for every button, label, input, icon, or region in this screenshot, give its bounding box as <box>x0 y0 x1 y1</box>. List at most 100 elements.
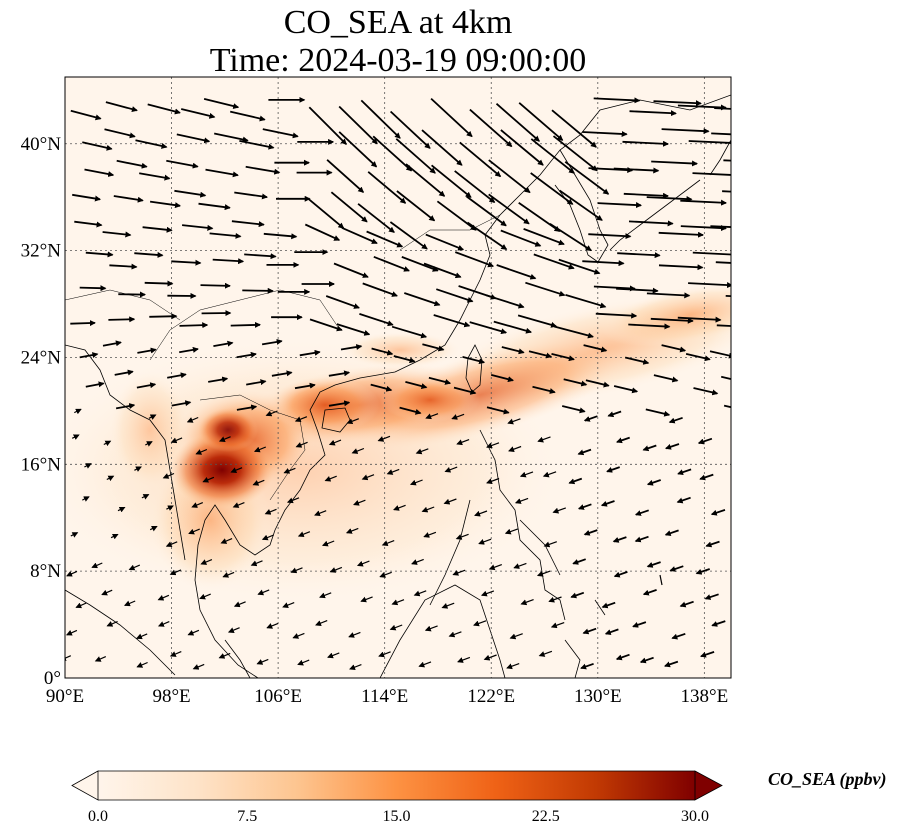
wind-arrow <box>309 318 343 332</box>
wind-arrow <box>74 220 103 228</box>
wind-arrow <box>588 233 632 240</box>
wind-arrow <box>333 262 369 278</box>
wind-arrow <box>372 135 413 172</box>
wind-arrow <box>295 441 308 448</box>
wind-arrow <box>616 287 659 294</box>
wind-arrow <box>548 596 562 603</box>
wind-arrow <box>361 474 375 481</box>
wind-arrow <box>104 128 136 139</box>
wind-arrow <box>203 98 240 110</box>
wind-arrow <box>205 168 239 178</box>
wind-arrow <box>653 374 679 383</box>
wind-arrow <box>651 160 698 167</box>
wind-arrow <box>349 664 362 670</box>
wind-arrow <box>448 631 462 638</box>
wind-arrow <box>377 435 391 442</box>
colorbar-extend-min <box>71 770 99 801</box>
wind-arrow <box>188 528 200 535</box>
wind-arrow <box>451 413 465 420</box>
wind-arrow <box>171 400 192 407</box>
wind-arrow <box>517 314 558 328</box>
wind-arrow <box>613 167 660 174</box>
wind-arrow <box>506 663 520 670</box>
wind-arrow <box>261 534 274 541</box>
wind-arrow <box>462 356 486 365</box>
wind-arrow <box>538 650 553 657</box>
wind-arrow <box>149 313 178 320</box>
wind-arrow <box>425 413 439 420</box>
wind-arrow <box>508 445 522 453</box>
wind-arrow <box>565 294 607 309</box>
wind-arrow <box>532 385 556 394</box>
wind-arrow <box>359 313 394 327</box>
wind-arrow <box>528 350 553 359</box>
wind-arrow <box>381 540 395 547</box>
wind-arrow <box>149 525 158 532</box>
wind-arrow <box>139 172 171 181</box>
wind-arrow <box>634 535 649 543</box>
wind-arrow <box>454 251 495 268</box>
wind-arrow <box>262 128 299 139</box>
wind-arrow <box>192 663 205 670</box>
wind-arrow <box>314 510 327 517</box>
wind-arrow <box>553 325 594 339</box>
wind-arrow <box>162 472 175 479</box>
wind-arrow <box>75 602 87 609</box>
longitude-tick-label: 138°E <box>681 686 729 707</box>
wind-arrow <box>123 600 136 607</box>
wind-arrow <box>433 314 471 328</box>
wind-arrow <box>386 468 400 475</box>
wind-arrow <box>710 225 731 228</box>
wind-arrow <box>582 627 597 635</box>
wind-arrow <box>115 403 136 410</box>
wind-arrow <box>195 448 208 455</box>
wind-arrow <box>676 496 691 504</box>
wind-arrow <box>705 540 720 548</box>
wind-arrow <box>418 661 432 668</box>
wind-arrow <box>500 229 542 247</box>
wind-arrow <box>362 282 398 297</box>
wind-arrow <box>480 590 495 597</box>
wind-arrow <box>679 600 694 608</box>
wind-arrow <box>218 652 231 659</box>
wind-arrow <box>170 437 183 444</box>
longitude-labels: 90°E 98°E 106°E 114°E 122°E 130°E 138°E <box>46 686 728 707</box>
wind-arrow <box>324 475 337 482</box>
wind-arrow <box>142 226 173 233</box>
wind-arrow <box>232 502 245 508</box>
wind-arrow <box>568 477 583 485</box>
wind-arrow <box>271 370 293 377</box>
longitude-tick-label: 98°E <box>152 686 190 707</box>
wind-arrow <box>261 338 283 346</box>
wind-arrow <box>513 562 527 569</box>
wind-arrow <box>282 602 295 608</box>
wind-arrow <box>79 285 107 292</box>
wind-arrow <box>294 382 316 390</box>
wind-arrow <box>624 356 650 365</box>
wind-arrow <box>256 658 269 665</box>
wind-arrow <box>144 280 174 287</box>
wind-arrow <box>360 99 401 139</box>
wind-arrow <box>628 323 671 330</box>
wind-arrow <box>109 263 138 270</box>
wind-arrow <box>469 321 508 335</box>
wind-arrow <box>585 379 610 388</box>
wind-arrow <box>94 656 107 662</box>
longitude-tick-label: 122°E <box>467 686 515 707</box>
wind-arrow <box>715 261 731 264</box>
colorbar-tick-label: 22.5 <box>532 808 560 825</box>
wind-arrow <box>264 508 277 515</box>
wind-arrow <box>198 202 231 211</box>
wind-arrow <box>166 505 174 511</box>
wind-arrow <box>370 383 393 392</box>
wind-arrow <box>509 633 523 640</box>
wind-arrow <box>525 281 566 297</box>
colorbar: 0.0 7.5 15.0 22.5 30.0 <box>71 770 723 825</box>
wind-arrow <box>613 571 628 578</box>
wind-arrow <box>200 559 213 565</box>
wind-arrow <box>469 108 513 148</box>
wind-arrow <box>711 620 726 627</box>
wind-arrow <box>165 541 178 548</box>
wind-arrow <box>622 140 669 147</box>
wind-arrow <box>72 193 101 202</box>
